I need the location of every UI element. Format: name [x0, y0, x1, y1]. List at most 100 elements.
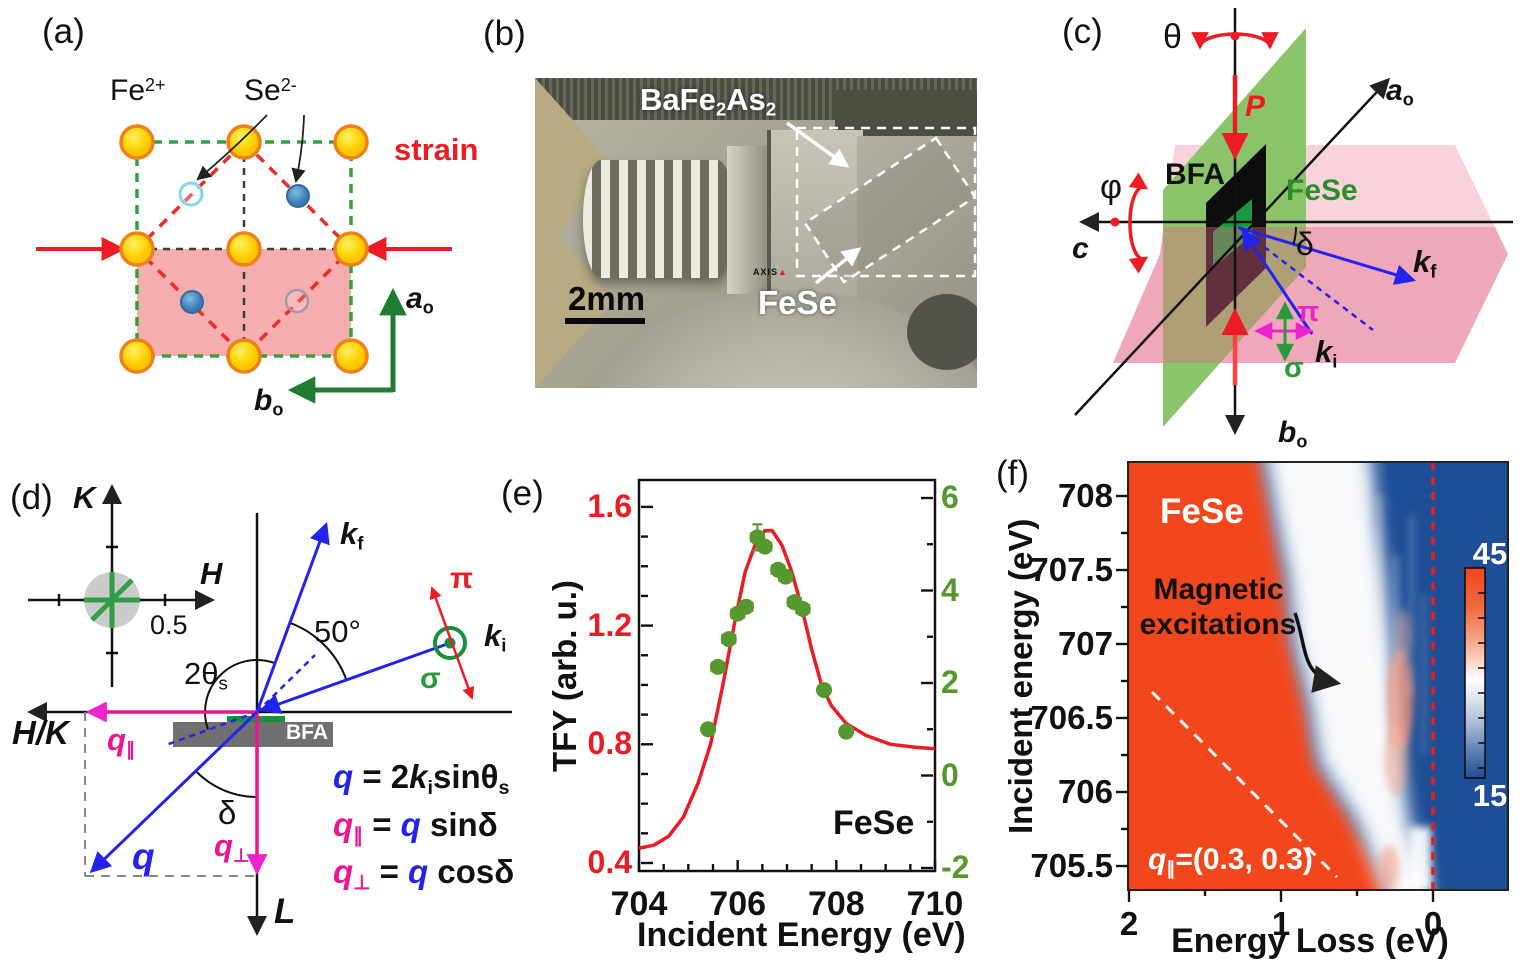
bfa-substrate-bar [173, 722, 333, 747]
phi-label: φ [1100, 168, 1123, 206]
f-xlabel: Energy Loss (eV) [1171, 922, 1449, 960]
white-transition-band [1265, 462, 1429, 890]
bfa-crystal-outline [795, 126, 977, 278]
fese-film-label: FeSe [758, 284, 837, 321]
c-axis-label-c: c [1072, 232, 1089, 265]
q-arrow [89, 710, 259, 874]
L-axis-label: L [274, 892, 296, 931]
ki-arrow-d [259, 641, 451, 714]
equation-q-perp: q⊥ = q cosδ [333, 853, 515, 894]
se-atom-above [286, 184, 310, 208]
fese-film-outline [803, 136, 977, 284]
e-sample-label: FeSe [833, 804, 915, 842]
q-parallel-label: q∥ [107, 722, 136, 760]
panel-tag-d: (d) [10, 478, 53, 517]
kf-arrow [1239, 226, 1417, 285]
se-pointer-right [291, 114, 306, 184]
sample-stage [857, 136, 977, 316]
plane-overlap-shading [1113, 227, 1508, 363]
colorbar-ticks [1478, 592, 1485, 769]
pressure-label: P [1245, 90, 1266, 123]
ki-label-d: ki [484, 618, 507, 656]
excitation-blob-3 [1379, 845, 1399, 889]
pi-polarization-arrow-d [429, 586, 475, 700]
kf-label-d: kf [340, 516, 364, 554]
f-annotation-line1: Magnetic [1153, 573, 1284, 606]
annotation-arrow [1293, 612, 1342, 693]
f-annotation-line2: excitations [1139, 608, 1297, 641]
fese-pointer-arrow [814, 247, 862, 285]
H-axis-label: H [200, 556, 223, 591]
e-ylabel: TFY (arb. u.) [546, 580, 583, 772]
hk-inset [28, 484, 215, 687]
ki-label-c: ki [1315, 334, 1338, 372]
a-axis-line [1074, 77, 1391, 416]
fe-se-diamond [134, 139, 354, 359]
delta-arc [195, 770, 258, 799]
se-atom-above2 [180, 290, 204, 314]
se-atom-below2 [284, 288, 310, 314]
transmitted-dashed [165, 710, 258, 747]
e-xlabel: Incident Energy (eV) [637, 916, 966, 954]
inset-ticks [57, 545, 167, 655]
panel-tag-e: (e) [501, 474, 544, 513]
two-theta-label: 2θs [184, 656, 228, 694]
panel-tag-a: (a) [42, 12, 85, 51]
b-axis-label: bo [254, 384, 284, 420]
streaks [1343, 465, 1426, 785]
fe-atoms [119, 124, 369, 374]
f-ylabel: Incident energy (eV) [1002, 518, 1039, 834]
sample-photo [535, 78, 977, 388]
panel-tag-b: (b) [483, 14, 526, 53]
fifty-degree-label: 50° [314, 614, 361, 649]
photo-bottom-notch [907, 294, 977, 370]
kf-label-c: kf [1413, 244, 1437, 282]
f-momentum-label: q∥=(0.3, 0.3) [1148, 843, 1313, 879]
colorbar-max-label: 45 [1472, 536, 1508, 571]
measured-directions [84, 572, 140, 628]
a-axis-label-c: ao [1386, 74, 1414, 110]
fluorescence-dashed-guide [1150, 690, 1339, 879]
two-theta-arc [204, 658, 276, 730]
elastic-white-band [1409, 827, 1431, 890]
bisector-dashed [256, 654, 316, 713]
phi-rotation-icon [1128, 172, 1149, 274]
panel-d-scattering-diagram [27, 484, 512, 936]
delta-angle-arc [1292, 226, 1298, 245]
phi-rotation-dot [1110, 217, 1120, 227]
bfa-pointer-arrow [785, 121, 850, 168]
bfa-label-d: BFA [286, 721, 328, 744]
panel-a-crystal-diagram [36, 114, 452, 404]
delta-label-d: δ [218, 794, 237, 831]
fifty-degree-arc [289, 621, 348, 681]
fluorescence-region [1128, 462, 1388, 890]
bfa-crystal-label: BaFe2As2 [640, 82, 777, 120]
screw-shaft [583, 160, 735, 278]
equation-q: q = 2kisinθs [333, 758, 510, 799]
se-ion-label: Se2- [244, 74, 297, 107]
heatmap-frame [1127, 461, 1509, 891]
sigma-label-d: σ [420, 662, 441, 695]
panel-f-rixs-map [1116, 461, 1509, 902]
a-axis-label: ao [406, 282, 434, 318]
theta-rotation-dot [1230, 31, 1240, 41]
q-label: q [132, 836, 155, 877]
b-axis-label-c: bo [1278, 416, 1308, 452]
scalebar-label: 2mm [568, 280, 646, 317]
theta-label: θ [1163, 18, 1182, 56]
se-pointer-left [196, 114, 268, 181]
panel-c-geometry-diagram [1074, 8, 1513, 435]
HK-axis-label: H/K [12, 714, 69, 751]
photo-overlay [565, 121, 977, 324]
q-perp-label: q⊥ [214, 828, 250, 866]
equation-q-parallel: q∥ = q sinδ [333, 806, 498, 847]
K-axis-label: K [73, 480, 96, 515]
colorbar-min-label: 15 [1472, 778, 1508, 813]
panel-e-xas-plot [637, 478, 937, 873]
half-tick-label: 0.5 [150, 610, 188, 640]
pi-label-c: π [1297, 296, 1320, 328]
kf-arrow-d [255, 522, 330, 713]
ki-arrow [1241, 228, 1314, 335]
fese-label-c: FeSe [1286, 174, 1358, 207]
